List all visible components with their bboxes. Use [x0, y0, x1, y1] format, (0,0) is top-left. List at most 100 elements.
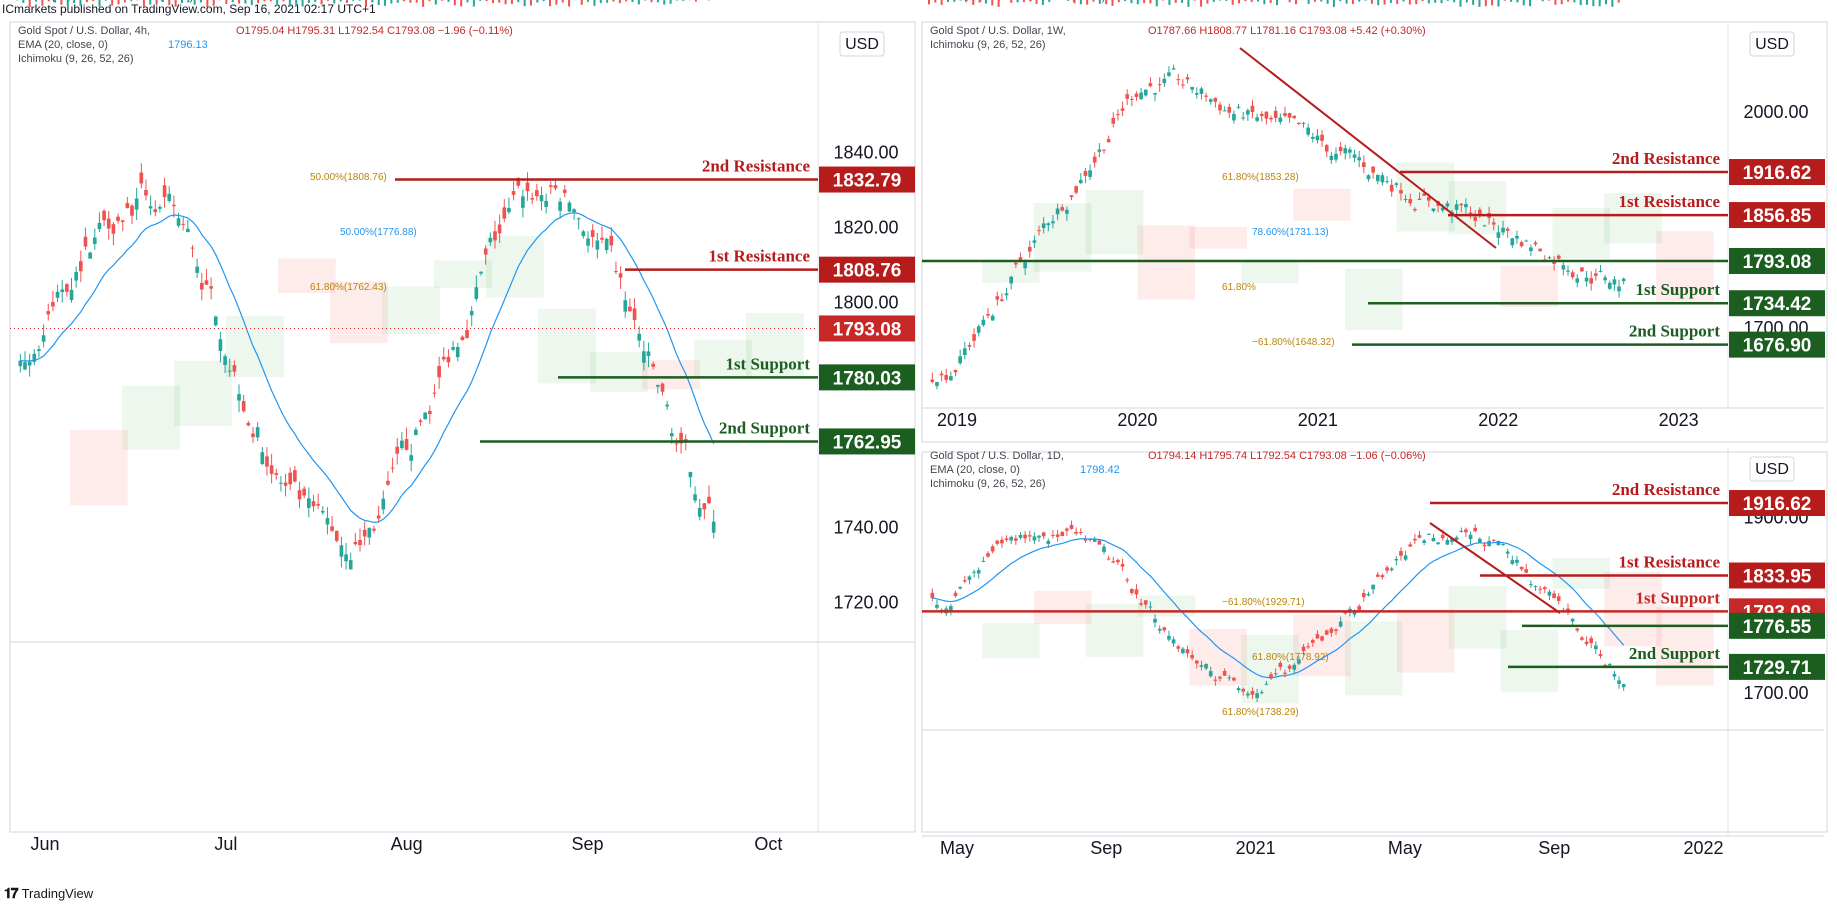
candle-body — [1440, 207, 1445, 211]
candle-body — [1269, 117, 1273, 120]
candle-body — [1524, 569, 1529, 573]
macd-histogram-bar — [694, 0, 697, 2]
candle-body — [1097, 540, 1102, 545]
macd-histogram-bar — [491, 0, 494, 4]
candle-body — [186, 228, 190, 233]
candle-body — [297, 490, 302, 500]
candle-body — [372, 528, 376, 531]
candle-body — [1092, 156, 1097, 163]
macd-value: −0.42 — [292, 0, 320, 3]
candle-body — [1371, 166, 1375, 173]
level-name: 1st Support — [1635, 280, 1720, 299]
candle-body — [1269, 674, 1273, 679]
candle-body — [1450, 538, 1454, 542]
macd-histogram-bar — [352, 0, 355, 1]
candle-body — [711, 521, 716, 533]
ichimoku-cloud-segment — [746, 312, 804, 377]
candle-body — [1464, 203, 1468, 208]
macd-histogram-bar — [1446, 0, 1449, 1]
legend-line: Gold Spot / U.S. Dollar, 4h, — [18, 25, 150, 37]
candle-body — [1125, 94, 1130, 99]
candle-body — [1273, 673, 1278, 675]
candle-body — [530, 198, 535, 200]
candle-body — [1018, 257, 1023, 261]
level-price-tag — [1729, 612, 1825, 639]
macd-histogram-bar — [1434, 0, 1437, 3]
macd-histogram-bar — [1193, 0, 1196, 1]
ichimoku-cloud-segment — [122, 385, 180, 450]
candle-body — [199, 282, 204, 290]
candle-body — [1009, 536, 1014, 541]
ichimoku-cloud-segment — [642, 360, 700, 390]
candle-body — [427, 410, 432, 415]
ichimoku-cloud-segment — [1189, 226, 1247, 249]
currency-button — [1749, 31, 1795, 57]
candle-body — [1130, 98, 1134, 100]
candle-body — [1357, 606, 1362, 610]
time-tick-label: 2021 — [1236, 838, 1276, 858]
candle-body — [1580, 637, 1584, 640]
candle-body — [1171, 639, 1176, 644]
level-name: 1st Resistance — [708, 247, 810, 266]
candle-body — [1426, 533, 1431, 535]
candle-body — [339, 545, 344, 557]
macd-histogram-bar — [358, 0, 361, 1]
candle-body — [930, 379, 935, 382]
macd-histogram-bar — [997, 0, 1000, 7]
candle-body — [1014, 538, 1018, 541]
candle-body — [962, 580, 967, 582]
candle-body — [1097, 149, 1102, 152]
candle-body — [1074, 531, 1078, 534]
ohlc-readout: O1795.04 H1795.31 L1792.54 C1793.08 −1.9… — [236, 25, 513, 37]
macd-histogram-bar — [1453, 0, 1456, 3]
candle-body — [1529, 247, 1533, 252]
macd-histogram-bar — [561, 0, 564, 3]
candle-body — [60, 289, 65, 293]
trendline — [1239, 47, 1497, 249]
macd-histogram-bar — [1079, 0, 1082, 5]
candle-body — [37, 349, 41, 352]
candle-body — [949, 606, 953, 611]
candle-body — [134, 198, 139, 210]
candle-body — [539, 195, 544, 202]
candle-body — [1570, 618, 1575, 622]
candle-body — [1413, 538, 1417, 541]
macd-histogram-bar — [1124, 0, 1127, 2]
candle-body — [367, 527, 372, 538]
candle-body — [237, 394, 241, 401]
candle-body — [972, 334, 976, 341]
candle-body — [935, 382, 939, 387]
currency-label: USD — [1755, 36, 1789, 53]
candle-body — [1366, 175, 1371, 180]
macd-histogram-bar — [1415, 0, 1418, 5]
candle-body — [437, 366, 441, 378]
macd-histogram-bar — [1503, 0, 1506, 1]
macd-histogram-bar — [485, 0, 488, 2]
macd-histogram-bar — [263, 0, 266, 2]
candle-body — [1116, 559, 1120, 563]
ichimoku-cloud-segment — [1033, 590, 1092, 624]
ichimoku-cloud-segment — [1085, 604, 1144, 657]
candle-body — [390, 467, 395, 469]
candle-body — [1515, 235, 1519, 239]
currency-button — [839, 31, 885, 57]
candle-body — [92, 237, 97, 244]
legend-line: Ichimoku (9, 26, 52, 26) — [930, 478, 1046, 490]
candle-body — [1125, 579, 1130, 581]
candle-body — [1255, 693, 1259, 699]
candle-body — [1482, 544, 1487, 547]
ichimoku-cloud-segment — [1137, 225, 1196, 300]
macd-histogram-bar — [984, 0, 987, 4]
candle-body — [1301, 122, 1306, 124]
candle-body — [511, 191, 516, 195]
macd-histogram-bar — [250, 0, 253, 6]
candle-body — [1445, 203, 1450, 207]
ichimoku-cloud-segment — [486, 236, 544, 298]
macd-histogram-bar — [1598, 0, 1601, 7]
candle-body — [1343, 148, 1348, 154]
macd-histogram-bar — [1326, 0, 1329, 4]
ichimoku-cloud-segment — [1500, 265, 1559, 308]
macd-histogram-bar — [73, 0, 76, 4]
macd-histogram-bar — [1092, 0, 1095, 2]
candle-body — [688, 472, 693, 478]
